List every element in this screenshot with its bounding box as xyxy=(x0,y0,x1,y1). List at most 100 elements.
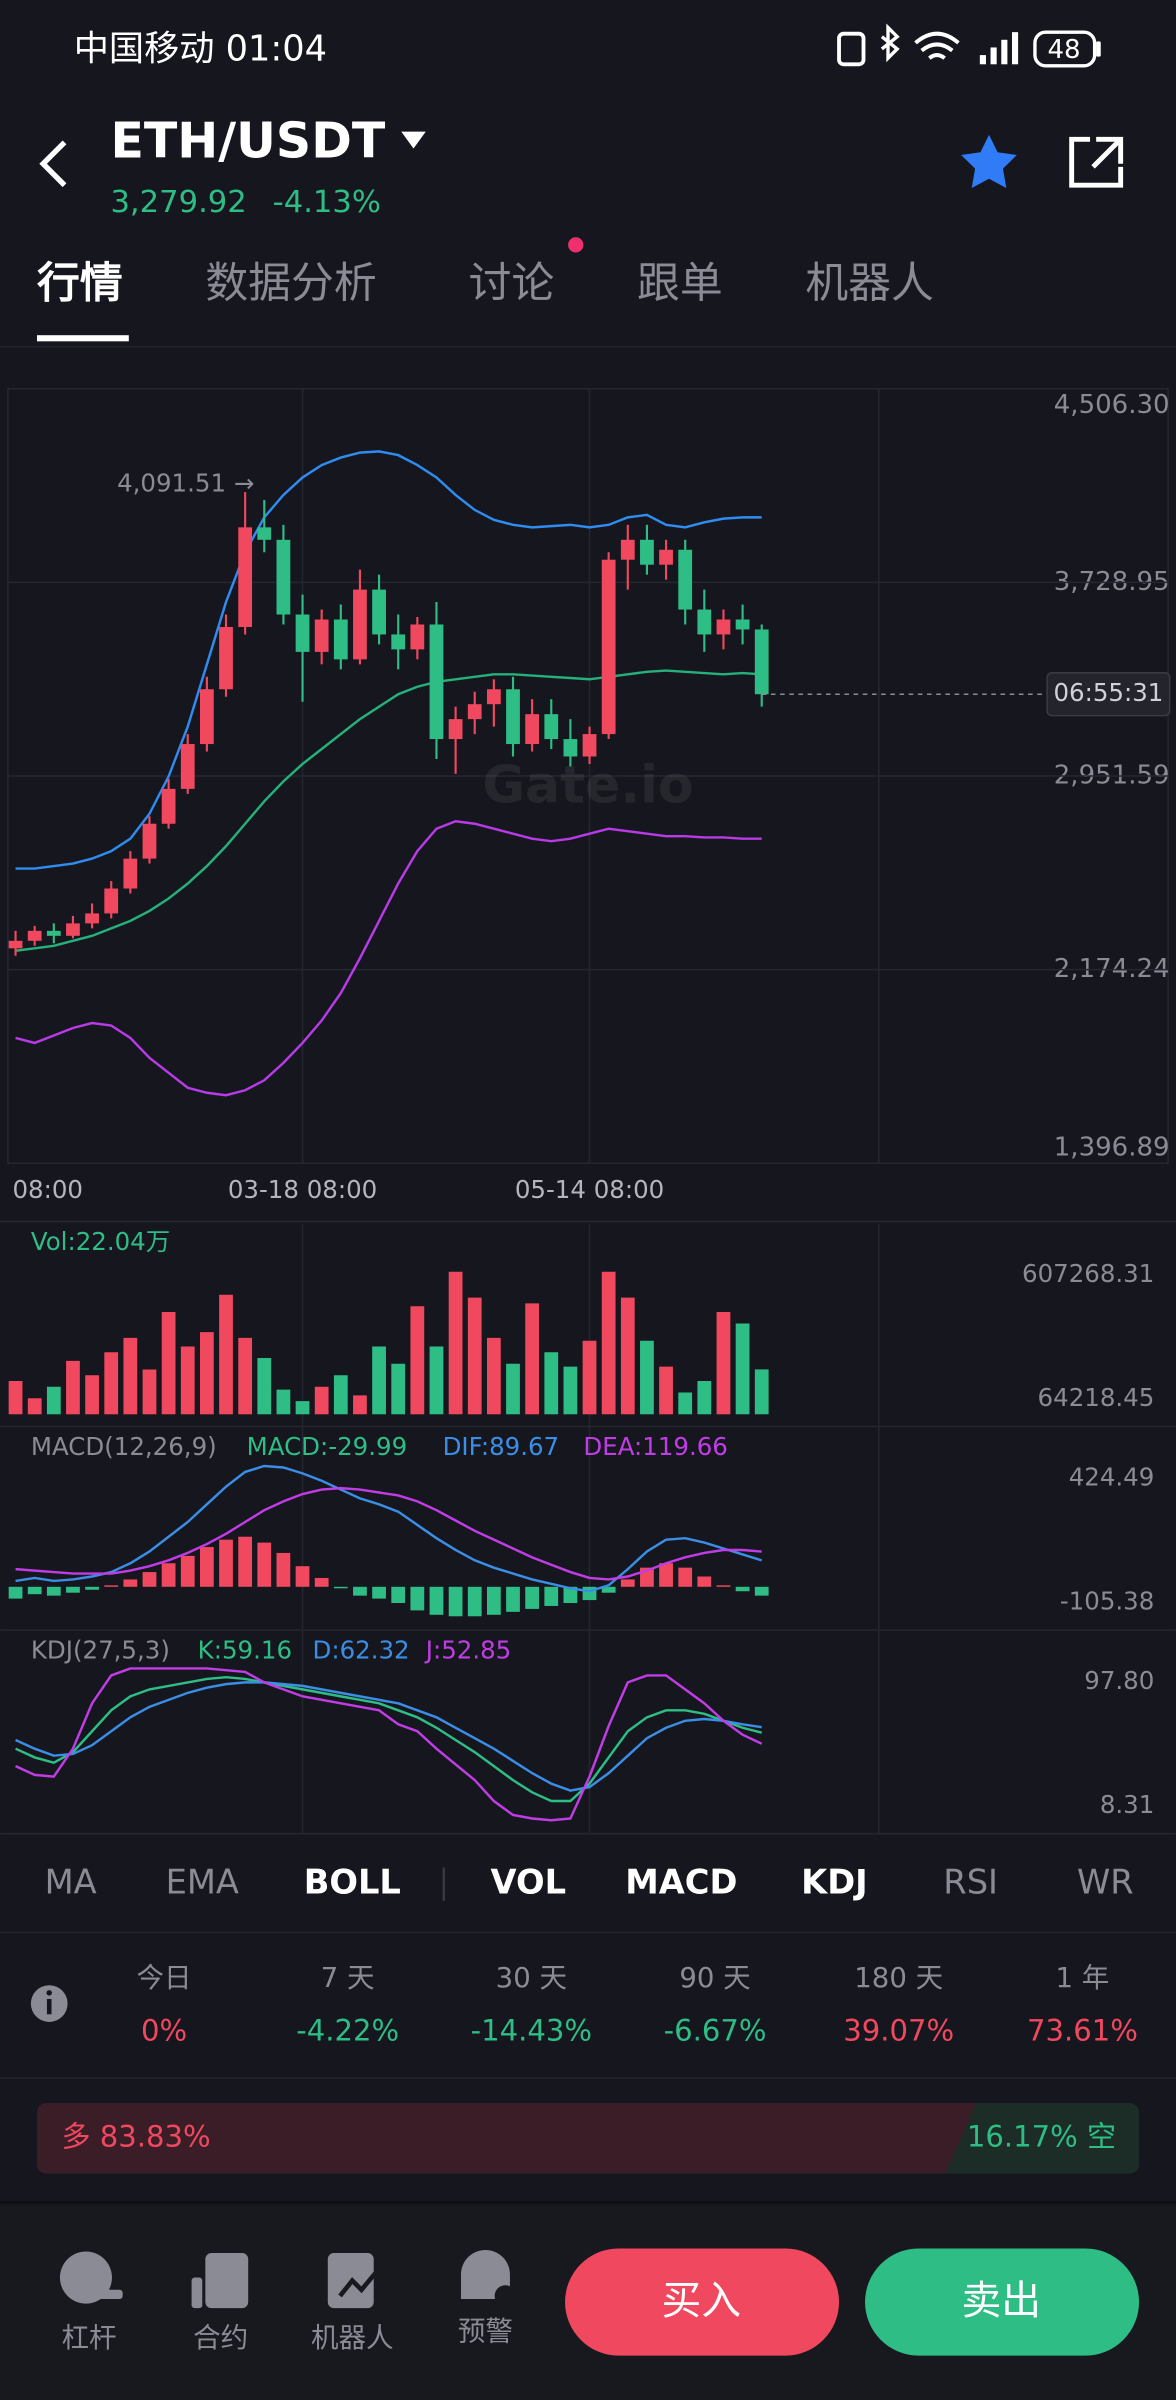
stat-label: 7 天 xyxy=(321,1962,375,1994)
divider xyxy=(0,1931,1176,1934)
sell-label[interactable]: 卖出 xyxy=(961,2278,1041,2324)
stat-label: 今日 xyxy=(136,1962,191,1994)
candle-body xyxy=(66,923,80,936)
long-bar xyxy=(36,2103,977,2174)
volume-bar xyxy=(66,1360,80,1415)
legend-entry: MACD(12,26,9) xyxy=(31,1432,217,1461)
macd-bar xyxy=(353,1586,367,1596)
volume-bar xyxy=(563,1366,578,1415)
macd-bar xyxy=(754,1586,769,1596)
indicator-tab[interactable]: MACD xyxy=(625,1863,737,1902)
macd-bar xyxy=(620,1579,635,1587)
stat-value: -14.43% xyxy=(471,2014,592,2048)
candle-body xyxy=(219,626,233,690)
kdj-line xyxy=(15,1675,763,1803)
indicator-tab[interactable]: KDJ xyxy=(801,1863,868,1902)
legend-entry: DIF:89.67 xyxy=(443,1432,560,1461)
nav-label[interactable]: 合约 xyxy=(193,2322,248,2354)
tab[interactable]: 行情 xyxy=(37,259,123,309)
indicator-tab[interactable]: BOLL xyxy=(304,1863,401,1902)
volume-bar xyxy=(659,1366,673,1415)
candle-body xyxy=(238,527,253,627)
volume-bar xyxy=(257,1358,272,1415)
volume-bar xyxy=(582,1340,597,1415)
buy-button[interactable] xyxy=(565,2248,840,2356)
tab[interactable]: 跟单 xyxy=(637,259,723,309)
volume-bar xyxy=(123,1337,138,1415)
y-tick-label: 607268.31 xyxy=(1022,1259,1154,1288)
buy-label[interactable]: 买入 xyxy=(661,2278,741,2324)
candle-body xyxy=(486,689,501,705)
macd-bar xyxy=(372,1586,386,1599)
legend-entry: KDJ(27,5,3) xyxy=(31,1636,170,1665)
macd-bar xyxy=(142,1572,157,1587)
macd-bar xyxy=(66,1586,80,1593)
indicator-tab[interactable]: WR xyxy=(1077,1863,1134,1902)
back-button[interactable] xyxy=(39,140,67,188)
candle-body xyxy=(46,930,61,936)
tab-underline xyxy=(36,335,129,342)
candle-body xyxy=(410,624,425,650)
macd-bar xyxy=(735,1586,750,1592)
stat-value: -6.67% xyxy=(664,2014,767,2048)
volume-bar xyxy=(640,1340,654,1415)
macd-bar xyxy=(314,1577,329,1587)
candle-body xyxy=(85,913,99,924)
candle-body xyxy=(678,549,693,610)
legend-entry: K:59.16 xyxy=(198,1636,292,1665)
pair-dropdown[interactable] xyxy=(401,131,426,149)
macd-bar xyxy=(104,1585,119,1587)
indicator-tab[interactable]: MA xyxy=(45,1863,97,1902)
stat-label: 1 年 xyxy=(1055,1962,1109,1994)
sell-button[interactable] xyxy=(865,2248,1140,2356)
favorite-star[interactable] xyxy=(961,134,1017,188)
countdown-box xyxy=(1046,672,1171,717)
macd-bar xyxy=(659,1563,673,1587)
volume-bar xyxy=(8,1380,23,1415)
tab[interactable]: 机器人 xyxy=(805,259,934,309)
volume-bar xyxy=(716,1312,731,1415)
info-icon[interactable] xyxy=(30,1985,68,2022)
stat-value: 39.07% xyxy=(843,2014,954,2048)
indicator-tab[interactable]: VOL xyxy=(491,1863,567,1902)
volume-bar xyxy=(46,1386,61,1415)
candle-body xyxy=(429,624,444,740)
volume-bar xyxy=(429,1346,444,1415)
volume-bar xyxy=(735,1323,750,1415)
candle-body xyxy=(276,539,291,615)
kdj-line xyxy=(15,1667,763,1822)
indicator-tab[interactable]: EMA xyxy=(166,1863,239,1902)
tab[interactable]: 讨论 xyxy=(469,259,555,309)
watermark: Gate.io xyxy=(482,755,693,815)
candle-body xyxy=(333,619,348,660)
grid-frame xyxy=(0,388,1176,1835)
tab[interactable]: 数据分析 xyxy=(205,259,376,309)
volume-bar xyxy=(620,1297,635,1415)
candle-body xyxy=(620,539,635,560)
candle-body xyxy=(161,788,176,824)
countdown: 06:55:31 xyxy=(1053,678,1163,707)
divider xyxy=(0,345,1176,348)
y-tick-label: 64218.45 xyxy=(1038,1383,1155,1412)
stat-label: 90 天 xyxy=(679,1962,750,1994)
legend-entry: Vol:22.04万 xyxy=(31,1227,170,1256)
candle-body xyxy=(735,619,750,630)
indicator-tab[interactable]: RSI xyxy=(943,1863,998,1902)
nav-label[interactable]: 机器人 xyxy=(311,2322,394,2354)
volume-bar xyxy=(295,1401,310,1415)
nav-icons[interactable] xyxy=(59,2250,517,2309)
candle-body xyxy=(353,589,367,660)
stat-value: 73.61% xyxy=(1027,2014,1138,2048)
volume-bar xyxy=(314,1386,329,1415)
stat-value: 0% xyxy=(141,2014,187,2048)
candle-body xyxy=(314,619,329,652)
nav-label[interactable]: 杠杆 xyxy=(61,2322,116,2354)
share-button[interactable] xyxy=(1069,136,1124,188)
divider xyxy=(0,2201,1176,2205)
nav-label[interactable]: 预警 xyxy=(458,2316,513,2348)
indicator-separator xyxy=(442,1867,445,1902)
y-tick-label: 8.31 xyxy=(1100,1790,1154,1819)
macd-bar xyxy=(333,1586,348,1589)
pair-name[interactable]: ETH/USDT xyxy=(110,112,385,169)
